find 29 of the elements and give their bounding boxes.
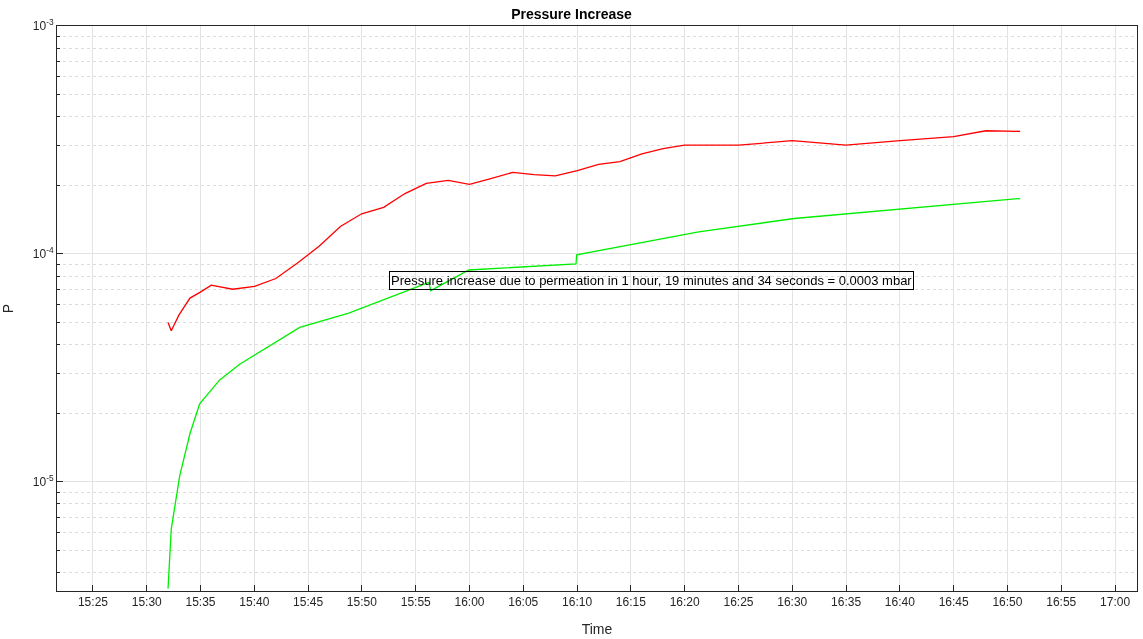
x-tick-label: 15:40	[239, 595, 270, 610]
x-tick-label: 16:55	[1046, 595, 1077, 610]
x-tick-label: 17:00	[1100, 595, 1131, 610]
x-tick-label: 16:15	[615, 595, 647, 610]
x-tick-label: 15:30	[131, 595, 163, 610]
x-tick-label: 15:35	[185, 595, 216, 610]
x-tick-label: 16:25	[723, 595, 754, 610]
line-series	[167, 130, 1021, 332]
x-tick-label: 16:10	[562, 595, 593, 610]
line-series	[167, 197, 1021, 590]
x-tick-label: 16:20	[669, 595, 701, 610]
x-tick-label: 16:50	[992, 595, 1023, 610]
x-tick-label: 16:30	[777, 595, 808, 610]
x-tick-label: 16:40	[884, 595, 916, 610]
y-tick-label: 10$^{-5}$	[32, 473, 54, 490]
annotation: Pressure increase due to permeation in 1 hour, 19 minutes and 34 seconds = 0.0003 mbar	[391, 273, 913, 288]
x-tick-label: 15:55	[400, 595, 432, 610]
y-tick-label: 10$^{-3}$	[32, 17, 54, 34]
x-tick-label: 15:25	[77, 595, 109, 610]
x-tick-label: 16:35	[831, 595, 862, 610]
x-axis-title: Time	[581, 620, 613, 637]
x-tick-label: 15:50	[346, 595, 378, 610]
x-tick-label: 16:45	[938, 595, 969, 610]
y-tick-label: 10$^{-4}$	[32, 245, 54, 262]
x-tick-label: 16:05	[508, 595, 539, 610]
x-tick-label: 15:45	[293, 595, 324, 610]
chart-title: Pressure Increase	[511, 6, 633, 23]
x-tick-label: 16:00	[454, 595, 485, 610]
y-axis-title: P	[0, 303, 17, 314]
